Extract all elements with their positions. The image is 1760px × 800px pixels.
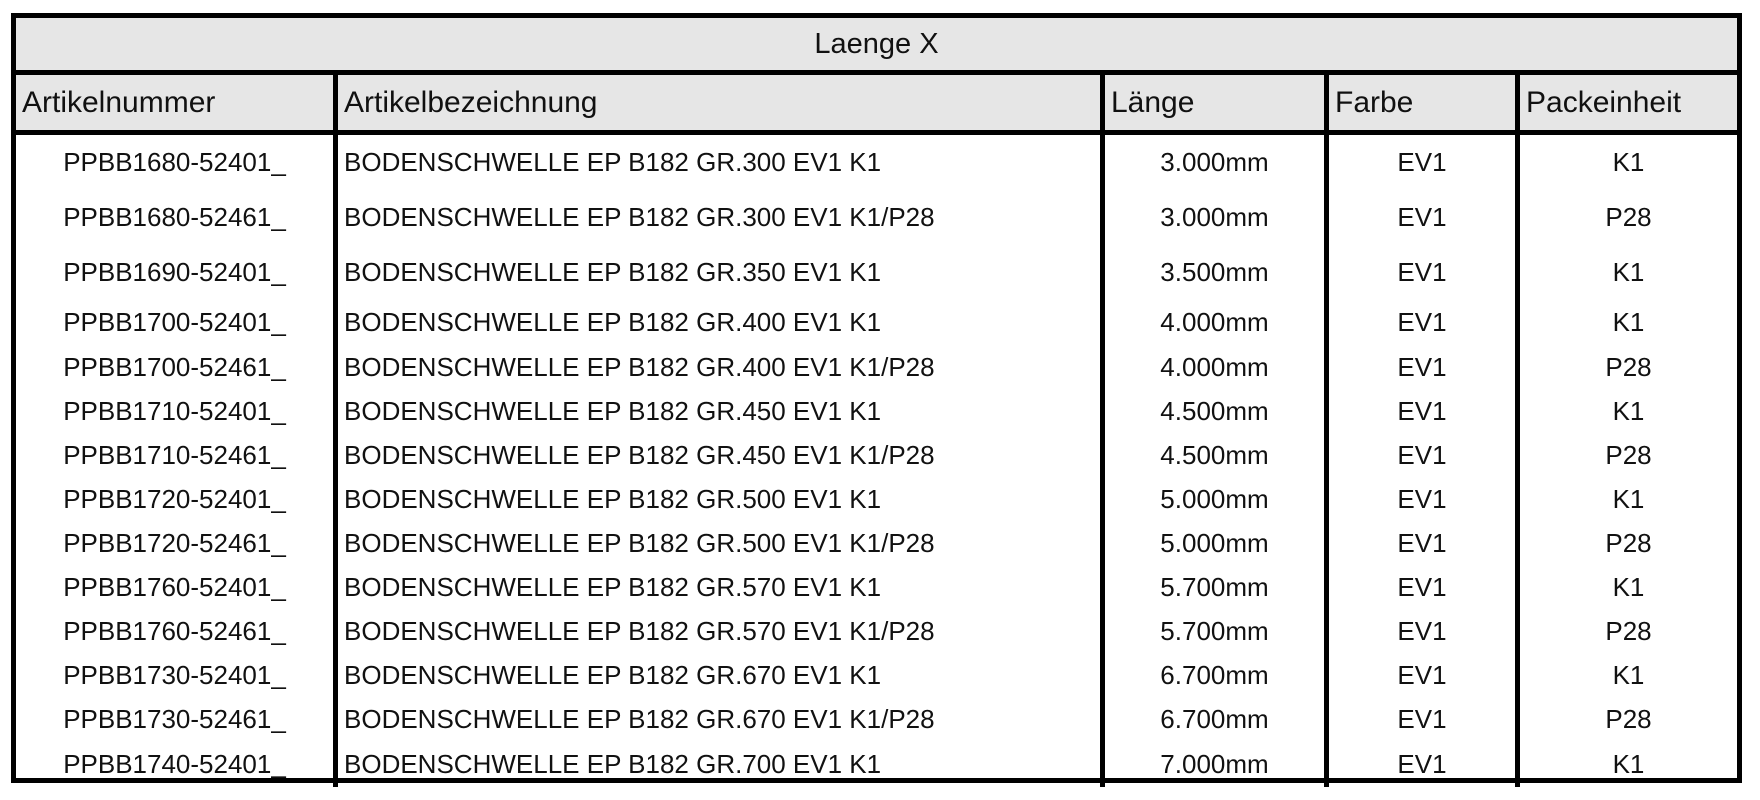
- cell-artikelnummer: PPBB1680-52401_: [16, 135, 338, 189]
- cell-artikelbezeichnung: BODENSCHWELLE EP B182 GR.450 EV1 K1: [338, 389, 1105, 433]
- cell-laenge: 3.000mm: [1105, 189, 1329, 245]
- cell-artikelbezeichnung: BODENSCHWELLE EP B182 GR.350 EV1 K1: [338, 245, 1105, 299]
- cell-artikelbezeichnung: BODENSCHWELLE EP B182 GR.400 EV1 K1/P28: [338, 345, 1105, 389]
- table-row: PPBB1740-52401_ BODENSCHWELLE EP B182 GR.…: [16, 741, 1737, 787]
- header-artikelnummer: Artikelnummer: [16, 75, 338, 130]
- cell-laenge: 5.000mm: [1105, 477, 1329, 521]
- table-row: PPBB1720-52401_ BODENSCHWELLE EP B182 GR.…: [16, 477, 1737, 521]
- cell-laenge: 5.700mm: [1105, 565, 1329, 609]
- cell-artikelnummer: PPBB1680-52461_: [16, 189, 338, 245]
- cell-artikelbezeichnung: BODENSCHWELLE EP B182 GR.450 EV1 K1/P28: [338, 433, 1105, 477]
- cell-packeinheit: K1: [1612, 483, 1645, 514]
- cell-farbe: EV1: [1329, 345, 1520, 389]
- cell-packeinheit: K1: [1612, 748, 1645, 779]
- cell-artikelnummer: PPBB1760-52461_: [16, 609, 338, 653]
- cell-packeinheit: P28: [1605, 703, 1652, 734]
- cell-laenge: 3.000mm: [1105, 135, 1329, 189]
- table-row: PPBB1710-52401_ BODENSCHWELLE EP B182 GR.…: [16, 389, 1737, 433]
- cell-packeinheit: K1: [1612, 571, 1645, 602]
- cell-farbe: EV1: [1329, 521, 1520, 565]
- table-title: Laenge X: [16, 18, 1737, 75]
- cell-packeinheit: K1: [1612, 306, 1645, 337]
- table-row: PPBB1680-52401_ BODENSCHWELLE EP B182 GR.…: [16, 135, 1737, 189]
- cell-artikelnummer: PPBB1700-52401_: [16, 299, 338, 345]
- cell-artikelnummer: PPBB1730-52401_: [16, 653, 338, 697]
- cell-farbe: EV1: [1329, 299, 1520, 345]
- cell-packeinheit: P28: [1605, 351, 1652, 382]
- header-laenge: Länge: [1105, 75, 1329, 130]
- cell-artikelbezeichnung: BODENSCHWELLE EP B182 GR.400 EV1 K1: [338, 299, 1105, 345]
- table-row: PPBB1730-52401_ BODENSCHWELLE EP B182 GR.…: [16, 653, 1737, 697]
- cell-artikelnummer: PPBB1700-52461_: [16, 345, 338, 389]
- cell-artikelbezeichnung: BODENSCHWELLE EP B182 GR.300 EV1 K1: [338, 135, 1105, 189]
- cell-laenge: 3.500mm: [1105, 245, 1329, 299]
- cell-artikelnummer: PPBB1730-52461_: [16, 697, 338, 741]
- cell-farbe: EV1: [1329, 653, 1520, 697]
- cell-artikelbezeichnung: BODENSCHWELLE EP B182 GR.570 EV1 K1/P28: [338, 609, 1105, 653]
- cell-farbe: EV1: [1329, 245, 1520, 299]
- table-row: PPBB1720-52461_ BODENSCHWELLE EP B182 GR.…: [16, 521, 1737, 565]
- cell-packeinheit: K1: [1612, 395, 1645, 426]
- cell-artikelnummer: PPBB1720-52401_: [16, 477, 338, 521]
- cell-packeinheit: P28: [1605, 615, 1652, 646]
- cell-artikelnummer: PPBB1720-52461_: [16, 521, 338, 565]
- table-row: PPBB1700-52401_ BODENSCHWELLE EP B182 GR.…: [16, 299, 1737, 345]
- cell-laenge: 6.700mm: [1105, 653, 1329, 697]
- cell-artikelnummer: PPBB1760-52401_: [16, 565, 338, 609]
- cell-laenge: 4.000mm: [1105, 299, 1329, 345]
- cell-farbe: EV1: [1329, 433, 1520, 477]
- cell-artikelbezeichnung: BODENSCHWELLE EP B182 GR.570 EV1 K1: [338, 565, 1105, 609]
- cell-packeinheit: P28: [1605, 201, 1652, 232]
- cell-artikelbezeichnung: BODENSCHWELLE EP B182 GR.700 EV1 K1: [338, 741, 1105, 787]
- cell-artikelnummer: PPBB1690-52401_: [16, 245, 338, 299]
- header-row: Artikelnummer Artikelbezeichnung Länge F…: [16, 75, 1737, 135]
- cell-artikelbezeichnung: BODENSCHWELLE EP B182 GR.500 EV1 K1: [338, 477, 1105, 521]
- cell-packeinheit: K1: [1612, 256, 1645, 287]
- cell-laenge: 4.500mm: [1105, 389, 1329, 433]
- table-row: PPBB1710-52461_ BODENSCHWELLE EP B182 GR.…: [16, 433, 1737, 477]
- cell-artikelbezeichnung: BODENSCHWELLE EP B182 GR.670 EV1 K1: [338, 653, 1105, 697]
- cell-artikelbezeichnung: BODENSCHWELLE EP B182 GR.300 EV1 K1/P28: [338, 189, 1105, 245]
- cell-farbe: EV1: [1329, 189, 1520, 245]
- table-row: PPBB1760-52461_ BODENSCHWELLE EP B182 GR.…: [16, 609, 1737, 653]
- header-artikelbezeichnung: Artikelbezeichnung: [338, 75, 1105, 130]
- cell-farbe: EV1: [1329, 477, 1520, 521]
- table-row: PPBB1730-52461_ BODENSCHWELLE EP B182 GR.…: [16, 697, 1737, 741]
- cell-laenge: 7.000mm: [1105, 741, 1329, 787]
- cell-artikelnummer: PPBB1710-52401_: [16, 389, 338, 433]
- cell-packeinheit: K1: [1612, 146, 1645, 177]
- cell-packeinheit: K1: [1612, 659, 1645, 690]
- cell-farbe: EV1: [1329, 609, 1520, 653]
- cell-laenge: 5.000mm: [1105, 521, 1329, 565]
- cell-packeinheit: P28: [1605, 439, 1652, 470]
- cell-artikelnummer: PPBB1740-52401_: [16, 741, 338, 787]
- cell-packeinheit: P28: [1605, 527, 1652, 558]
- cell-farbe: EV1: [1329, 389, 1520, 433]
- cell-artikelbezeichnung: BODENSCHWELLE EP B182 GR.670 EV1 K1/P28: [338, 697, 1105, 741]
- cell-farbe: EV1: [1329, 565, 1520, 609]
- table-body: PPBB1680-52401_ BODENSCHWELLE EP B182 GR.…: [16, 135, 1737, 787]
- article-table: Laenge X Artikelnummer Artikelbezeichnun…: [11, 13, 1742, 787]
- cell-farbe: EV1: [1329, 697, 1520, 741]
- cell-laenge: 6.700mm: [1105, 697, 1329, 741]
- cell-artikelnummer: PPBB1710-52461_: [16, 433, 338, 477]
- cell-farbe: EV1: [1329, 741, 1520, 787]
- cell-artikelbezeichnung: BODENSCHWELLE EP B182 GR.500 EV1 K1/P28: [338, 521, 1105, 565]
- table-row: PPBB1680-52461_ BODENSCHWELLE EP B182 GR.…: [16, 189, 1737, 245]
- header-farbe: Farbe: [1329, 75, 1520, 130]
- table-row: PPBB1760-52401_ BODENSCHWELLE EP B182 GR.…: [16, 565, 1737, 609]
- cell-laenge: 4.500mm: [1105, 433, 1329, 477]
- header-packeinheit: Packeinheit: [1526, 86, 1682, 119]
- cell-laenge: 5.700mm: [1105, 609, 1329, 653]
- table-row: PPBB1700-52461_ BODENSCHWELLE EP B182 GR.…: [16, 345, 1737, 389]
- table-row: PPBB1690-52401_ BODENSCHWELLE EP B182 GR.…: [16, 245, 1737, 299]
- cell-laenge: 4.000mm: [1105, 345, 1329, 389]
- cell-farbe: EV1: [1329, 135, 1520, 189]
